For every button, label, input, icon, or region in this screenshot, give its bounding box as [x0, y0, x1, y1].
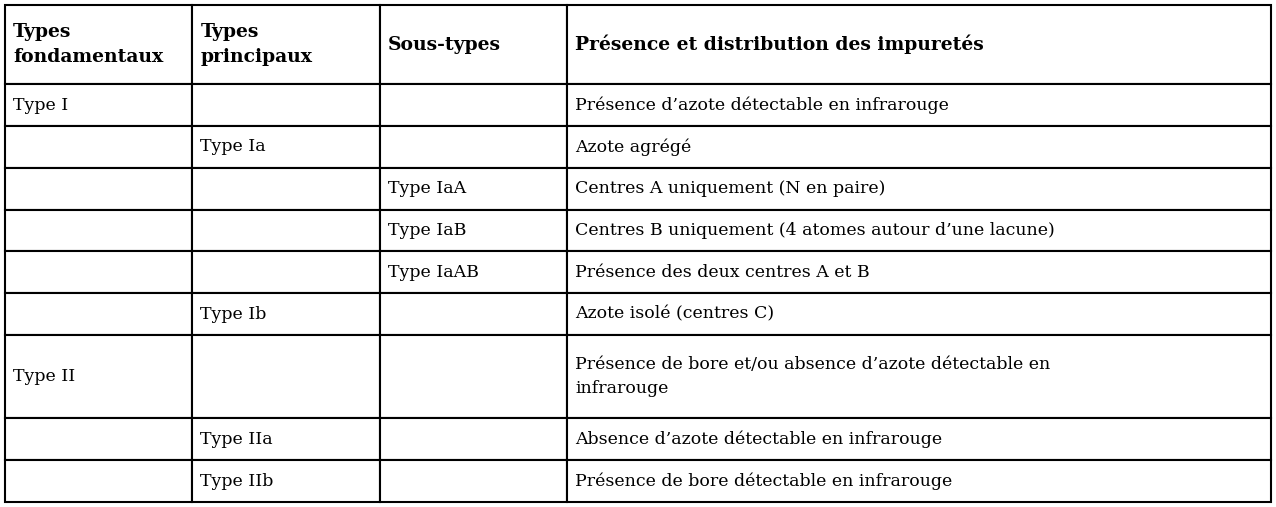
Bar — [380, 418, 567, 460]
Bar — [567, 293, 1271, 335]
Text: Présence des deux centres A et B: Présence des deux centres A et B — [575, 264, 870, 281]
Bar — [567, 84, 1271, 126]
Bar — [5, 418, 193, 460]
Bar — [193, 168, 380, 209]
Bar — [380, 293, 567, 335]
Text: Type IaA: Type IaA — [388, 180, 466, 197]
Text: Type Ib: Type Ib — [200, 306, 267, 322]
Text: Présence et distribution des impuretés: Présence et distribution des impuretés — [575, 35, 984, 54]
Text: Azote agrégé: Azote agrégé — [575, 138, 692, 156]
Bar — [193, 293, 380, 335]
Text: Sous-types: Sous-types — [388, 35, 500, 54]
Text: Type IIa: Type IIa — [200, 431, 273, 448]
Bar — [193, 251, 380, 293]
Text: Présence de bore et/ou absence d’azote détectable en
infrarouge: Présence de bore et/ou absence d’azote d… — [575, 356, 1050, 397]
Bar — [193, 209, 380, 251]
Bar — [193, 126, 380, 168]
Bar — [193, 5, 380, 84]
Bar — [567, 335, 1271, 418]
Bar — [5, 460, 193, 502]
Text: Centres B uniquement (4 atomes autour d’une lacune): Centres B uniquement (4 atomes autour d’… — [575, 222, 1055, 239]
Bar — [5, 84, 193, 126]
Bar — [193, 335, 380, 418]
Bar — [380, 5, 567, 84]
Text: Type IaAB: Type IaAB — [388, 264, 478, 281]
Text: Types
principaux: Types principaux — [200, 23, 313, 66]
Bar — [193, 84, 380, 126]
Text: Type IaB: Type IaB — [388, 222, 466, 239]
Text: Présence d’azote détectable en infrarouge: Présence d’azote détectable en infraroug… — [575, 96, 949, 114]
Bar — [567, 126, 1271, 168]
Bar — [567, 460, 1271, 502]
Bar — [380, 460, 567, 502]
Bar — [567, 209, 1271, 251]
Bar — [380, 251, 567, 293]
Bar — [380, 84, 567, 126]
Bar — [5, 293, 193, 335]
Bar — [193, 460, 380, 502]
Bar — [5, 209, 193, 251]
Bar — [5, 335, 193, 418]
Text: Absence d’azote détectable en infrarouge: Absence d’azote détectable en infrarouge — [575, 430, 942, 448]
Text: Type I: Type I — [13, 97, 68, 114]
Bar — [5, 251, 193, 293]
Bar — [5, 168, 193, 209]
Text: Présence de bore détectable en infrarouge: Présence de bore détectable en infraroug… — [575, 473, 952, 490]
Text: Types
fondamentaux: Types fondamentaux — [13, 23, 163, 66]
Text: Azote isolé (centres C): Azote isolé (centres C) — [575, 306, 775, 322]
Text: Centres A uniquement (N en paire): Centres A uniquement (N en paire) — [575, 180, 886, 197]
Bar — [5, 5, 193, 84]
Text: Type Ia: Type Ia — [200, 138, 265, 156]
Bar — [380, 126, 567, 168]
Bar — [567, 168, 1271, 209]
Bar — [567, 5, 1271, 84]
Bar — [5, 126, 193, 168]
Text: Type IIb: Type IIb — [200, 473, 274, 490]
Text: Type II: Type II — [13, 368, 75, 385]
Bar — [380, 209, 567, 251]
Bar — [380, 335, 567, 418]
Bar — [567, 251, 1271, 293]
Bar — [380, 168, 567, 209]
Bar — [567, 418, 1271, 460]
Bar — [193, 418, 380, 460]
